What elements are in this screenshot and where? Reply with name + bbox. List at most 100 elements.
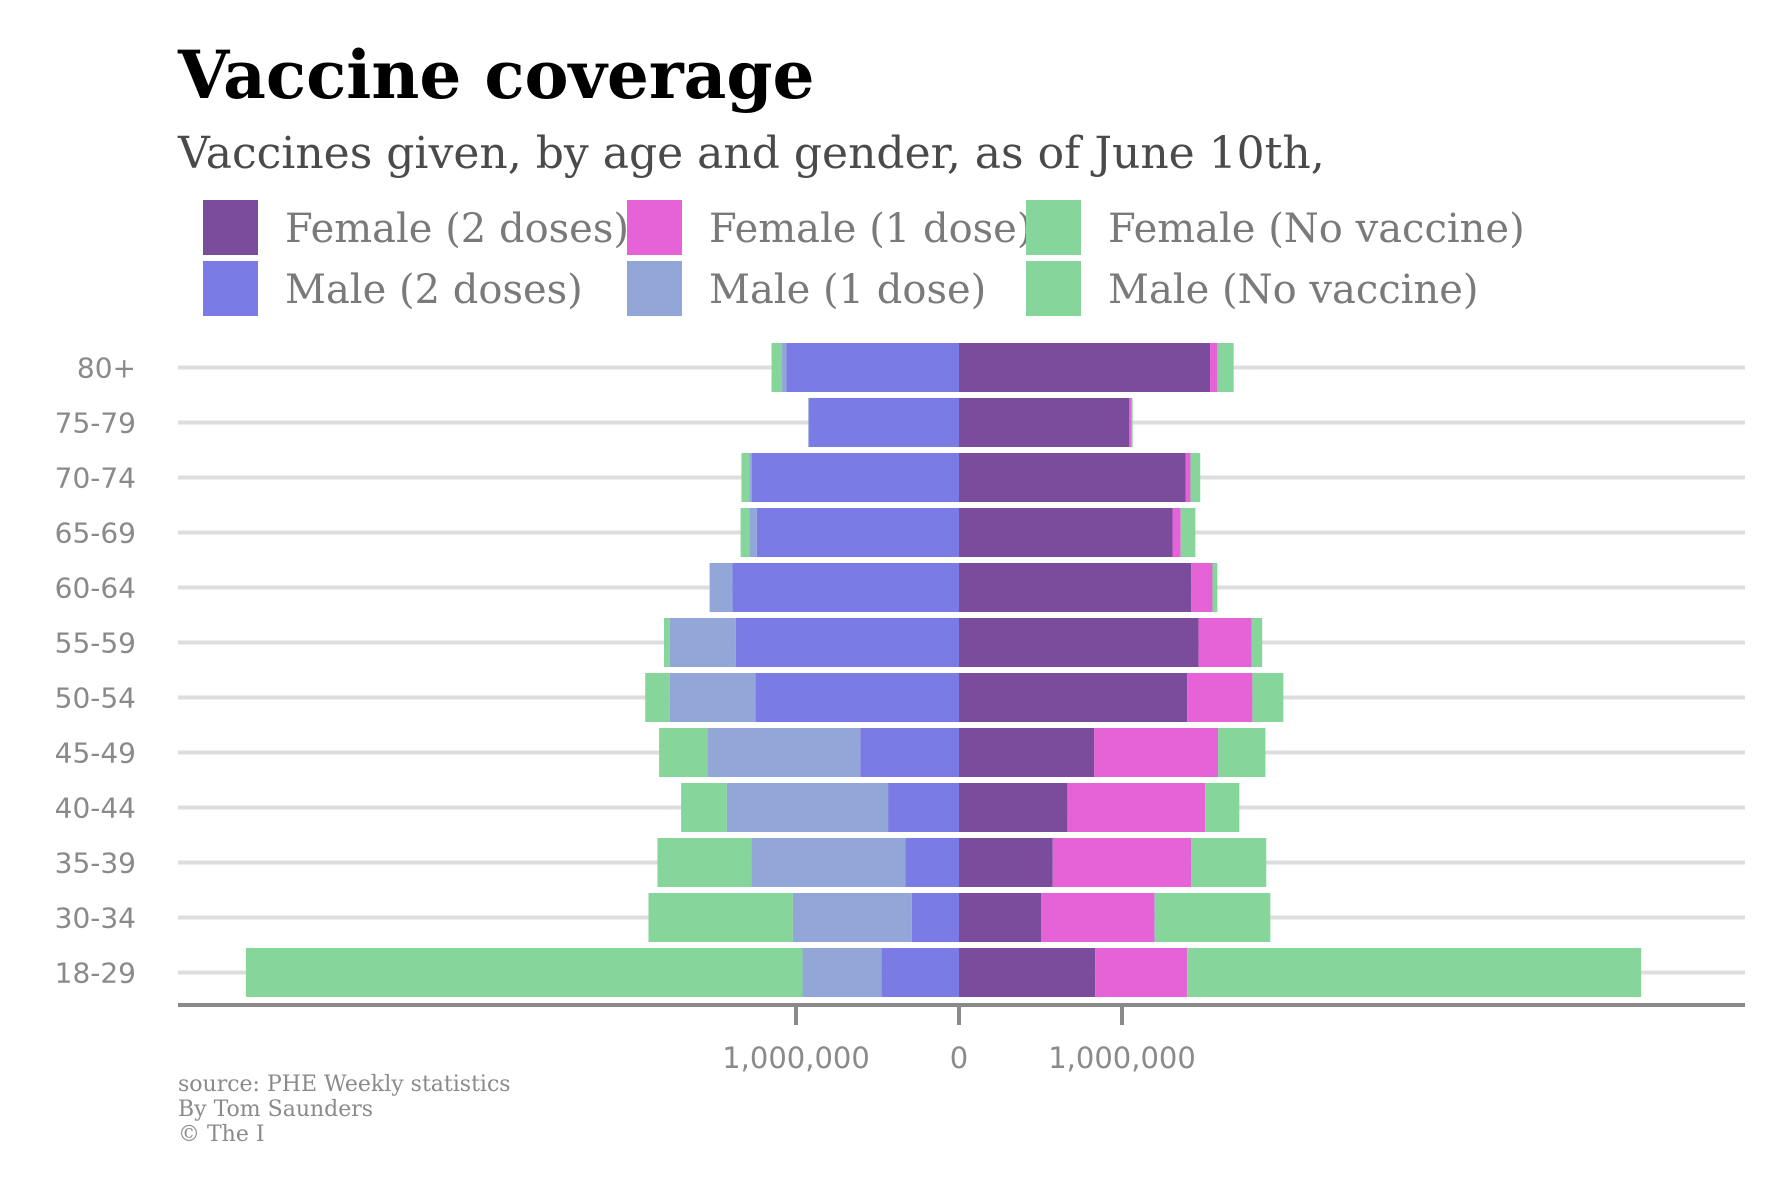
bar-50-54-male-2-doses — [755, 673, 959, 722]
bar-18-29-male-2-doses — [881, 948, 959, 997]
legend-label-male-no-vaccine: Male (No vaccine) — [1108, 267, 1478, 313]
caption-source: source: PHE Weekly statistics — [178, 1072, 511, 1097]
legend-label-male-2-doses: Male (2 doses) — [285, 267, 583, 313]
bar-80-female-1-dose — [1210, 343, 1218, 392]
bar-45-49-male-no-vaccine — [659, 728, 708, 777]
y-tick-55-59: 55-59 — [55, 627, 136, 660]
bar-18-29-male-1-dose — [802, 948, 882, 997]
y-tick-18-29: 18-29 — [55, 957, 136, 990]
bar-65-69-female-1-dose — [1172, 508, 1181, 557]
legend-swatch-female-no-vaccine — [1026, 200, 1081, 255]
bar-30-34-male-2-doses — [911, 893, 959, 942]
bar-45-49-female-1-dose — [1094, 728, 1219, 777]
x-tick-label-0: 1,000,000 — [722, 1041, 870, 1075]
bar-18-29-female-1-dose — [1095, 948, 1188, 997]
bar-60-64-female-1-dose — [1191, 563, 1213, 612]
bar-70-74-female-1-dose — [1185, 453, 1191, 502]
bar-65-69-female-no-vaccine — [1180, 508, 1196, 557]
legend: Female (2 doses) Female (1 dose) Female (N… — [203, 200, 1525, 316]
bar-80-male-1-dose — [781, 343, 787, 392]
bar-60-64-male-2-doses — [732, 563, 959, 612]
y-tick-45-49: 45-49 — [55, 737, 136, 770]
bar-30-34-female-no-vaccine — [1154, 893, 1271, 942]
bar-50-54-female-no-vaccine — [1252, 673, 1284, 722]
legend-swatch-female-2-doses — [203, 200, 258, 255]
bar-45-49-female-2-doses — [959, 728, 1095, 777]
caption-author: By Tom Saunders — [178, 1097, 373, 1122]
bar-35-39-male-1-dose — [751, 838, 906, 887]
bar-75-79-female-no-vaccine — [1131, 398, 1133, 447]
legend-swatch-male-2-doses — [203, 261, 258, 316]
bar-60-64-female-no-vaccine — [1212, 563, 1218, 612]
y-tick-65-69: 65-69 — [55, 517, 136, 550]
bar-30-34-female-1-dose — [1041, 893, 1155, 942]
bar-65-69-female-2-doses — [959, 508, 1173, 557]
legend-swatch-male-no-vaccine — [1026, 261, 1081, 316]
bar-35-39-male-2-doses — [905, 838, 959, 887]
x-axis-ticks: 1,000,000 0 1,000,000 — [722, 1005, 1196, 1075]
y-tick-60-64: 60-64 — [55, 572, 136, 605]
bar-75-79-male-2-doses — [809, 398, 959, 447]
y-axis-ticks: 80+ 75-79 70-74 65-69 60-64 55-59 50-54 45-49 40… — [55, 352, 136, 990]
bar-70-74-female-no-vaccine — [1190, 453, 1201, 502]
legend-label-female-no-vaccine: Female (No vaccine) — [1108, 206, 1525, 252]
bar-70-74-male-2-doses — [751, 453, 959, 502]
bar-18-29-female-no-vaccine — [1187, 948, 1642, 997]
bar-50-54-male-no-vaccine — [645, 673, 670, 722]
bar-50-54-female-2-doses — [959, 673, 1188, 722]
bar-80-female-2-doses — [959, 343, 1211, 392]
y-tick-70-74: 70-74 — [55, 462, 136, 495]
bar-50-54-female-1-dose — [1187, 673, 1253, 722]
bar-70-74-male-1-dose — [749, 453, 752, 502]
legend-label-female-2-doses: Female (2 doses) — [285, 206, 629, 252]
chart-subtitle: Vaccines given, by age and gender, as of… — [177, 128, 1325, 179]
x-tick-label-2: 1,000,000 — [1048, 1041, 1196, 1075]
y-tick-40-44: 40-44 — [55, 792, 136, 825]
bar-75-79-female-2-doses — [959, 398, 1130, 447]
bar-30-34-male-1-dose — [792, 893, 912, 942]
bar-30-34-male-no-vaccine — [648, 893, 793, 942]
bar-55-59-female-no-vaccine — [1251, 618, 1263, 667]
bar-75-79-male-1-dose — [808, 398, 810, 447]
y-tick-50-54: 50-54 — [55, 682, 136, 715]
bar-30-34-female-2-doses — [959, 893, 1042, 942]
bar-40-44-female-no-vaccine — [1205, 783, 1240, 832]
bar-40-44-female-1-dose — [1067, 783, 1206, 832]
bar-60-64-female-2-doses — [959, 563, 1192, 612]
bar-45-49-male-2-doses — [860, 728, 959, 777]
caption-copyright: © The I — [178, 1122, 265, 1147]
bar-55-59-female-1-dose — [1198, 618, 1252, 667]
bar-35-39-female-2-doses — [959, 838, 1053, 887]
y-tick-80: 80+ — [77, 352, 136, 385]
bar-45-49-female-no-vaccine — [1218, 728, 1266, 777]
bar-45-49-male-1-dose — [707, 728, 861, 777]
bar-55-59-male-1-dose — [669, 618, 736, 667]
bar-35-39-female-no-vaccine — [1191, 838, 1267, 887]
y-tick-30-34: 30-34 — [55, 902, 136, 935]
bar-55-59-female-2-doses — [959, 618, 1199, 667]
bar-18-29-male-no-vaccine — [245, 948, 803, 997]
bar-60-64-male-1-dose — [709, 563, 733, 612]
y-tick-75-79: 75-79 — [55, 407, 136, 440]
y-tick-35-39: 35-39 — [55, 847, 136, 880]
bar-35-39-female-1-dose — [1052, 838, 1192, 887]
bar-80-female-no-vaccine — [1217, 343, 1234, 392]
bar-50-54-male-1-dose — [669, 673, 756, 722]
bar-18-29-female-2-doses — [959, 948, 1096, 997]
legend-label-female-1-dose: Female (1 dose) — [709, 206, 1032, 252]
bar-40-44-male-no-vaccine — [681, 783, 727, 832]
chart-title: Vaccine coverage — [177, 36, 815, 114]
bar-35-39-male-no-vaccine — [657, 838, 752, 887]
legend-label-male-1-dose: Male (1 dose) — [709, 267, 986, 313]
bars — [245, 343, 1642, 997]
legend-swatch-male-1-dose — [627, 261, 682, 316]
bar-55-59-male-no-vaccine — [663, 618, 670, 667]
bar-80-male-no-vaccine — [771, 343, 782, 392]
bar-55-59-male-2-doses — [735, 618, 959, 667]
bar-80-male-2-doses — [786, 343, 959, 392]
bar-40-44-female-2-doses — [959, 783, 1068, 832]
bar-40-44-male-2-doses — [888, 783, 959, 832]
bar-65-69-male-2-doses — [756, 508, 959, 557]
bar-65-69-male-1-dose — [749, 508, 757, 557]
